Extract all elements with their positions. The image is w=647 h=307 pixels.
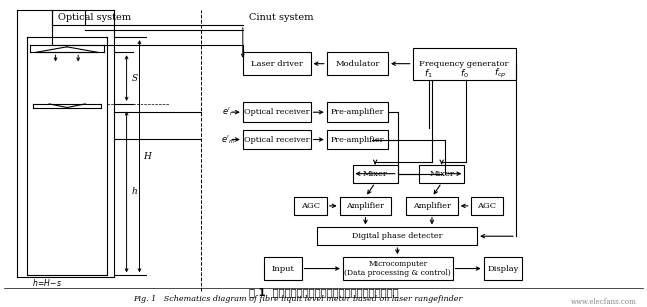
Bar: [413, 48, 516, 80]
Text: Amplifier: Amplifier: [347, 202, 384, 210]
Bar: [419, 165, 465, 183]
Text: Microcomputer
(Data processing & control): Microcomputer (Data processing & control…: [344, 260, 451, 277]
Text: Input: Input: [271, 265, 294, 273]
Text: $h\!=\!H\!-\!s$: $h\!=\!H\!-\!s$: [32, 277, 62, 288]
Text: $e'_r$: $e'_r$: [222, 106, 234, 118]
Bar: [317, 227, 477, 245]
Bar: [340, 197, 391, 215]
Bar: [327, 52, 388, 75]
Text: Amplifier: Amplifier: [413, 202, 451, 210]
Text: Pre-amplifier: Pre-amplifier: [331, 136, 384, 144]
Bar: [294, 197, 327, 215]
Text: 图 1  基于相位法激光测距的光纤液位计系统原理框图: 图 1 基于相位法激光测距的光纤液位计系统原理框图: [248, 287, 399, 297]
Text: Mixer: Mixer: [363, 170, 388, 178]
Text: Mixer: Mixer: [429, 170, 454, 178]
Text: $f_0$: $f_0$: [460, 67, 468, 80]
Bar: [343, 257, 453, 280]
Text: www.elecfans.com: www.elecfans.com: [571, 298, 637, 306]
Bar: [264, 257, 302, 280]
Bar: [327, 130, 388, 150]
Bar: [327, 102, 388, 122]
Text: $f_{cp}$: $f_{cp}$: [494, 67, 506, 80]
Bar: [471, 197, 503, 215]
Text: Optical receiver: Optical receiver: [244, 108, 309, 116]
Text: $f_1$: $f_1$: [424, 67, 433, 80]
Bar: [483, 257, 522, 280]
Text: AGC: AGC: [301, 202, 320, 210]
Text: h: h: [132, 187, 138, 196]
Text: Cinut system: Cinut system: [249, 13, 314, 22]
Text: H: H: [143, 152, 151, 161]
Text: Optical system: Optical system: [58, 13, 131, 22]
Text: $e'_m$: $e'_m$: [221, 133, 236, 146]
Text: Digital phase detecter: Digital phase detecter: [352, 232, 443, 240]
Bar: [406, 197, 458, 215]
Bar: [243, 52, 311, 75]
Text: Modulator: Modulator: [335, 60, 380, 68]
Text: AGC: AGC: [477, 202, 496, 210]
Text: S: S: [132, 74, 138, 83]
Text: Laser driver: Laser driver: [251, 60, 303, 68]
Text: Fig. 1   Schematics diagram of fibre liquit level meter based on laser rangefind: Fig. 1 Schematics diagram of fibre liqui…: [133, 295, 463, 303]
Bar: [243, 130, 311, 150]
Text: Display: Display: [487, 265, 519, 273]
Text: Pre-amplifier: Pre-amplifier: [331, 108, 384, 116]
Bar: [353, 165, 398, 183]
Text: Optical receiver: Optical receiver: [244, 136, 309, 144]
Bar: [243, 102, 311, 122]
Text: Frequency generator: Frequency generator: [419, 60, 509, 68]
